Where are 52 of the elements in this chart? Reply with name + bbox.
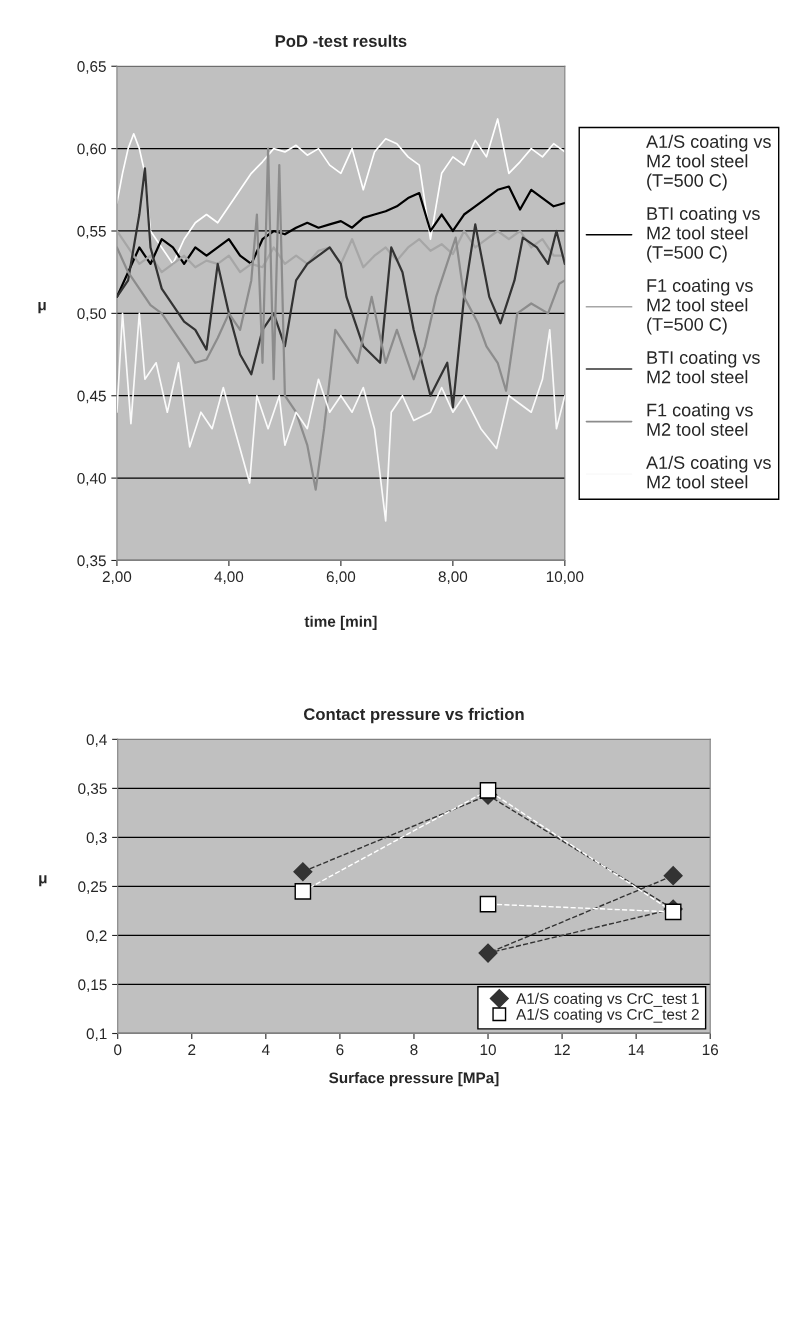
point — [294, 882, 312, 900]
y-tick-label: 0,55 — [77, 225, 106, 239]
legend-label: F1 coating vs M2 tool steel — [647, 403, 753, 436]
line-series — [116, 229, 565, 274]
text: A1/S coating vs M2 tool steel (T=500 C) — [646, 134, 771, 191]
chart-title: PoD -test results — [275, 34, 407, 47]
x-tick-label: 6 — [336, 1044, 344, 1056]
legend-label: A1/S coating vs CrC_test 2 — [516, 1008, 699, 1023]
y-tick-label: 0,35 — [78, 783, 107, 796]
x-tick-label: 2,00 — [102, 571, 132, 584]
x-tick-label: 4,00 — [214, 571, 244, 584]
x-axis-title: Surface pressure [MPa] — [329, 1072, 499, 1087]
y-tick-label: 0,35 — [77, 555, 106, 568]
y-tick-label: 0,40 — [77, 472, 106, 486]
x-tick-label: 12 — [554, 1044, 570, 1055]
point — [663, 866, 683, 886]
x-tick-label: 4 — [261, 1044, 270, 1055]
point — [478, 943, 498, 963]
y-tick-label: 0,65 — [77, 61, 106, 74]
x-tick-label: 8,00 — [438, 571, 468, 584]
x-tick-label: 14 — [628, 1044, 645, 1055]
x-tick-label: 8 — [410, 1044, 418, 1056]
point — [479, 895, 497, 913]
legend-label: BTI coating vs M2 tool steel — [647, 350, 760, 384]
y-tick-label: 0,15 — [78, 979, 107, 992]
point — [293, 862, 313, 882]
x-tick-label: 2 — [188, 1044, 196, 1055]
legend-label: A1/S coating vs CrC_test 1 — [516, 992, 699, 1008]
y-tick-label: 0,45 — [77, 390, 106, 404]
x-tick-label: 0 — [114, 1044, 122, 1056]
line-series — [116, 312, 565, 522]
x-axis-title: time [min] — [304, 615, 377, 630]
y-tick-label: 0,25 — [78, 881, 107, 894]
y-tick-label: 0,60 — [77, 143, 106, 157]
chart-title: Contact pressure vs friction — [303, 707, 524, 724]
x-tick-label: 10,00 — [546, 571, 584, 584]
legend-label: F1 coating vs M2 tool steel (T=500 C) — [647, 278, 753, 335]
x-tick-label: 10 — [480, 1044, 496, 1056]
y-tick-label: 0,50 — [77, 308, 106, 321]
y-tick-label: 0,4 — [86, 734, 107, 747]
line-series — [116, 118, 565, 265]
y-tick-label: 0,2 — [86, 930, 107, 943]
line-series — [116, 167, 565, 409]
legend-label: BTI coating vs M2 tool steel (T=500 C) — [647, 206, 760, 263]
y-axis-title: μ — [39, 875, 47, 887]
x-tick-label: 16 — [702, 1044, 719, 1056]
text: A1/S coating vs M2 tool steel — [646, 455, 771, 489]
y-tick-label: 0,3 — [86, 832, 107, 845]
y-axis-title: μ — [38, 302, 46, 314]
y-tick-label: 0,1 — [86, 1028, 107, 1041]
point — [479, 782, 497, 799]
x-tick-label: 6,00 — [326, 571, 356, 584]
